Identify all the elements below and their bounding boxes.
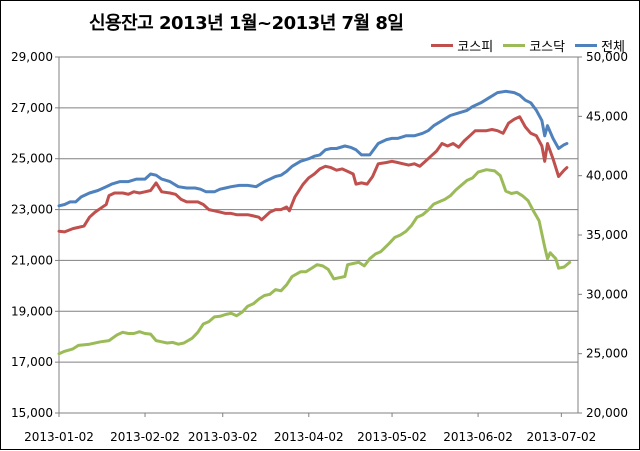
legend-label-kosdaq: 코스닥 <box>529 40 566 55</box>
legend-label-total: 전체 <box>601 40 625 55</box>
plot-area <box>58 56 579 414</box>
y-left-tick-label: 27,000 <box>11 101 53 115</box>
y-left-tick-label: 23,000 <box>11 203 53 217</box>
x-tick-label: 2013-04-02 <box>274 430 344 444</box>
legend-swatch-kospi <box>431 44 454 47</box>
legend-item-kosdaq: 코스닥 <box>503 36 565 55</box>
y-right-tick-label: 20,000 <box>586 406 628 420</box>
chart-title: 신용잔고 2013년 1월~2013년 7월 8일 <box>89 13 404 34</box>
y-right-tick-label: 50,000 <box>586 50 628 64</box>
y-left-tick-label: 17,000 <box>11 355 53 369</box>
legend-swatch-kosdaq <box>503 44 526 47</box>
x-tick-label: 2013-03-02 <box>188 430 258 444</box>
series-line-total <box>57 89 569 208</box>
legend-item-total: 전체 <box>575 36 625 55</box>
y-right-tick-label: 45,000 <box>586 109 628 123</box>
x-tick-label: 2013-07-02 <box>526 430 596 444</box>
legend-label-kospi: 코스피 <box>457 40 494 55</box>
legend-item-kospi: 코스피 <box>431 36 493 55</box>
y-right-tick-label: 25,000 <box>586 347 628 361</box>
x-tick-label: 2013-01-02 <box>24 430 94 444</box>
y-left-tick-label: 15,000 <box>11 406 53 420</box>
y-left-tick-label: 25,000 <box>11 152 53 166</box>
x-tick-label: 2013-02-02 <box>110 430 180 444</box>
y-right-tick-label: 35,000 <box>586 228 628 242</box>
y-left-tick-label: 29,000 <box>11 50 53 64</box>
y-left-tick-label: 21,000 <box>11 253 53 267</box>
x-tick-label: 2013-05-02 <box>357 430 427 444</box>
y-right-tick-label: 40,000 <box>586 169 628 183</box>
y-left-tick-label: 19,000 <box>11 304 53 318</box>
series-line-kospi <box>57 115 569 234</box>
legend-swatch-total <box>575 44 598 47</box>
x-tick-label: 2013-06-02 <box>443 430 513 444</box>
chart-legend: 코스피 코스닥 전체 <box>431 36 625 55</box>
y-right-tick-label: 30,000 <box>586 287 628 301</box>
series-line-kosdaq <box>57 168 572 356</box>
